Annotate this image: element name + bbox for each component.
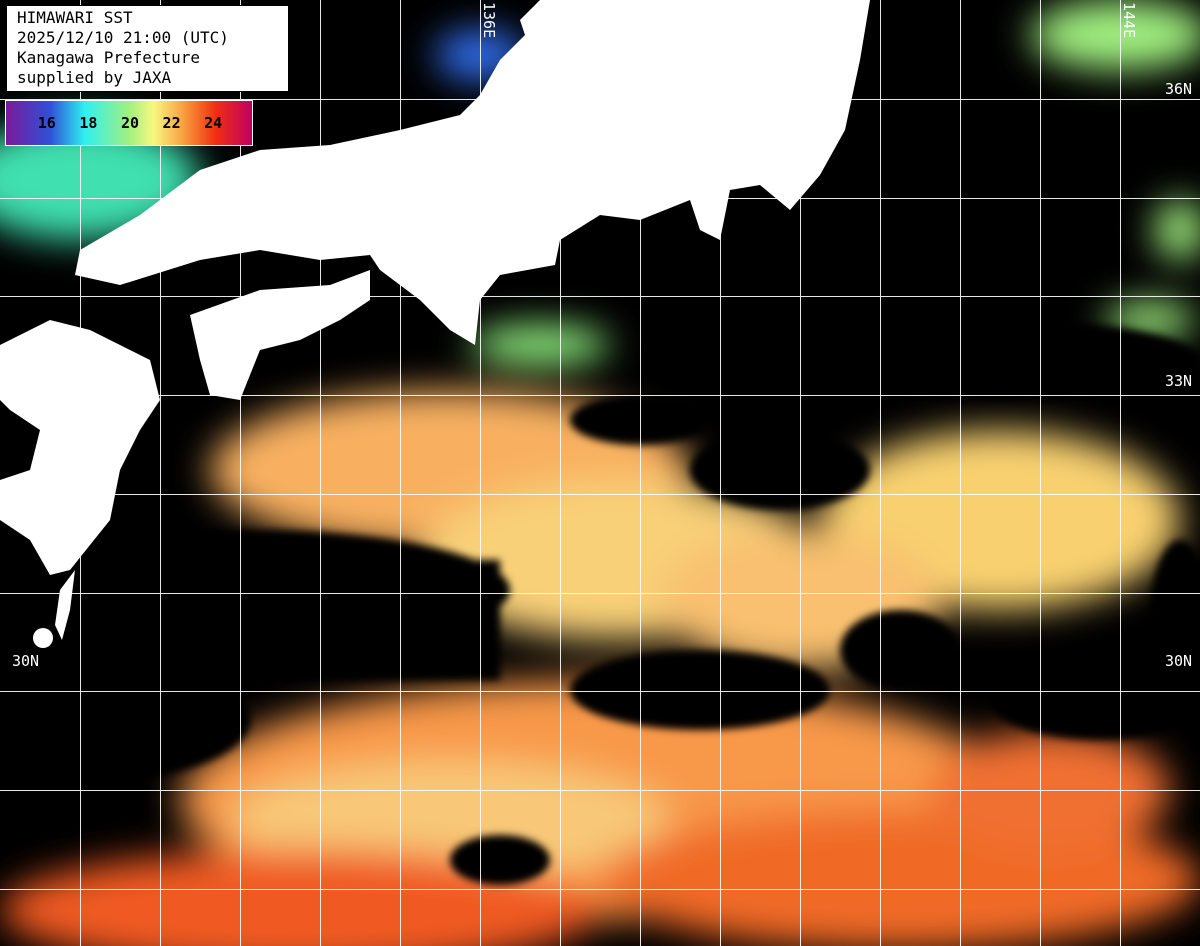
lat-label-right-30n: 30N: [1165, 652, 1193, 670]
color-scale-legend: 16 18 20 22 24: [5, 100, 253, 146]
cloud-mask: [0, 320, 1200, 885]
map-region: Kanagawa Prefecture: [17, 48, 201, 67]
map-credit: supplied by JAXA: [17, 68, 172, 87]
legend-tick: 22: [162, 114, 181, 132]
lat-label-left-33: 33: [10, 372, 29, 390]
map-datetime: 2025/12/10 21:00 (UTC): [17, 28, 229, 47]
lat-label-left-30n: 30N: [12, 652, 40, 670]
map-title: HIMAWARI SST: [17, 8, 133, 27]
land-island: [55, 570, 75, 640]
land-honshu: [75, 0, 870, 345]
info-box: HIMAWARI SST 2025/12/10 21:00 (UTC) Kana…: [6, 5, 289, 92]
lon-label-136e: 136E: [480, 2, 498, 39]
legend-tick: 24: [204, 114, 223, 132]
land-shikoku: [190, 270, 370, 400]
lat-label-right-33n: 33N: [1165, 372, 1193, 390]
legend-tick: 18: [79, 114, 98, 132]
lat-label-right-36n: 36N: [1165, 80, 1193, 98]
legend-tick: 16: [37, 114, 56, 132]
land-yakushima: [33, 628, 53, 648]
lon-label-144e: 144E: [1120, 2, 1138, 39]
legend-tick: 20: [120, 114, 140, 132]
